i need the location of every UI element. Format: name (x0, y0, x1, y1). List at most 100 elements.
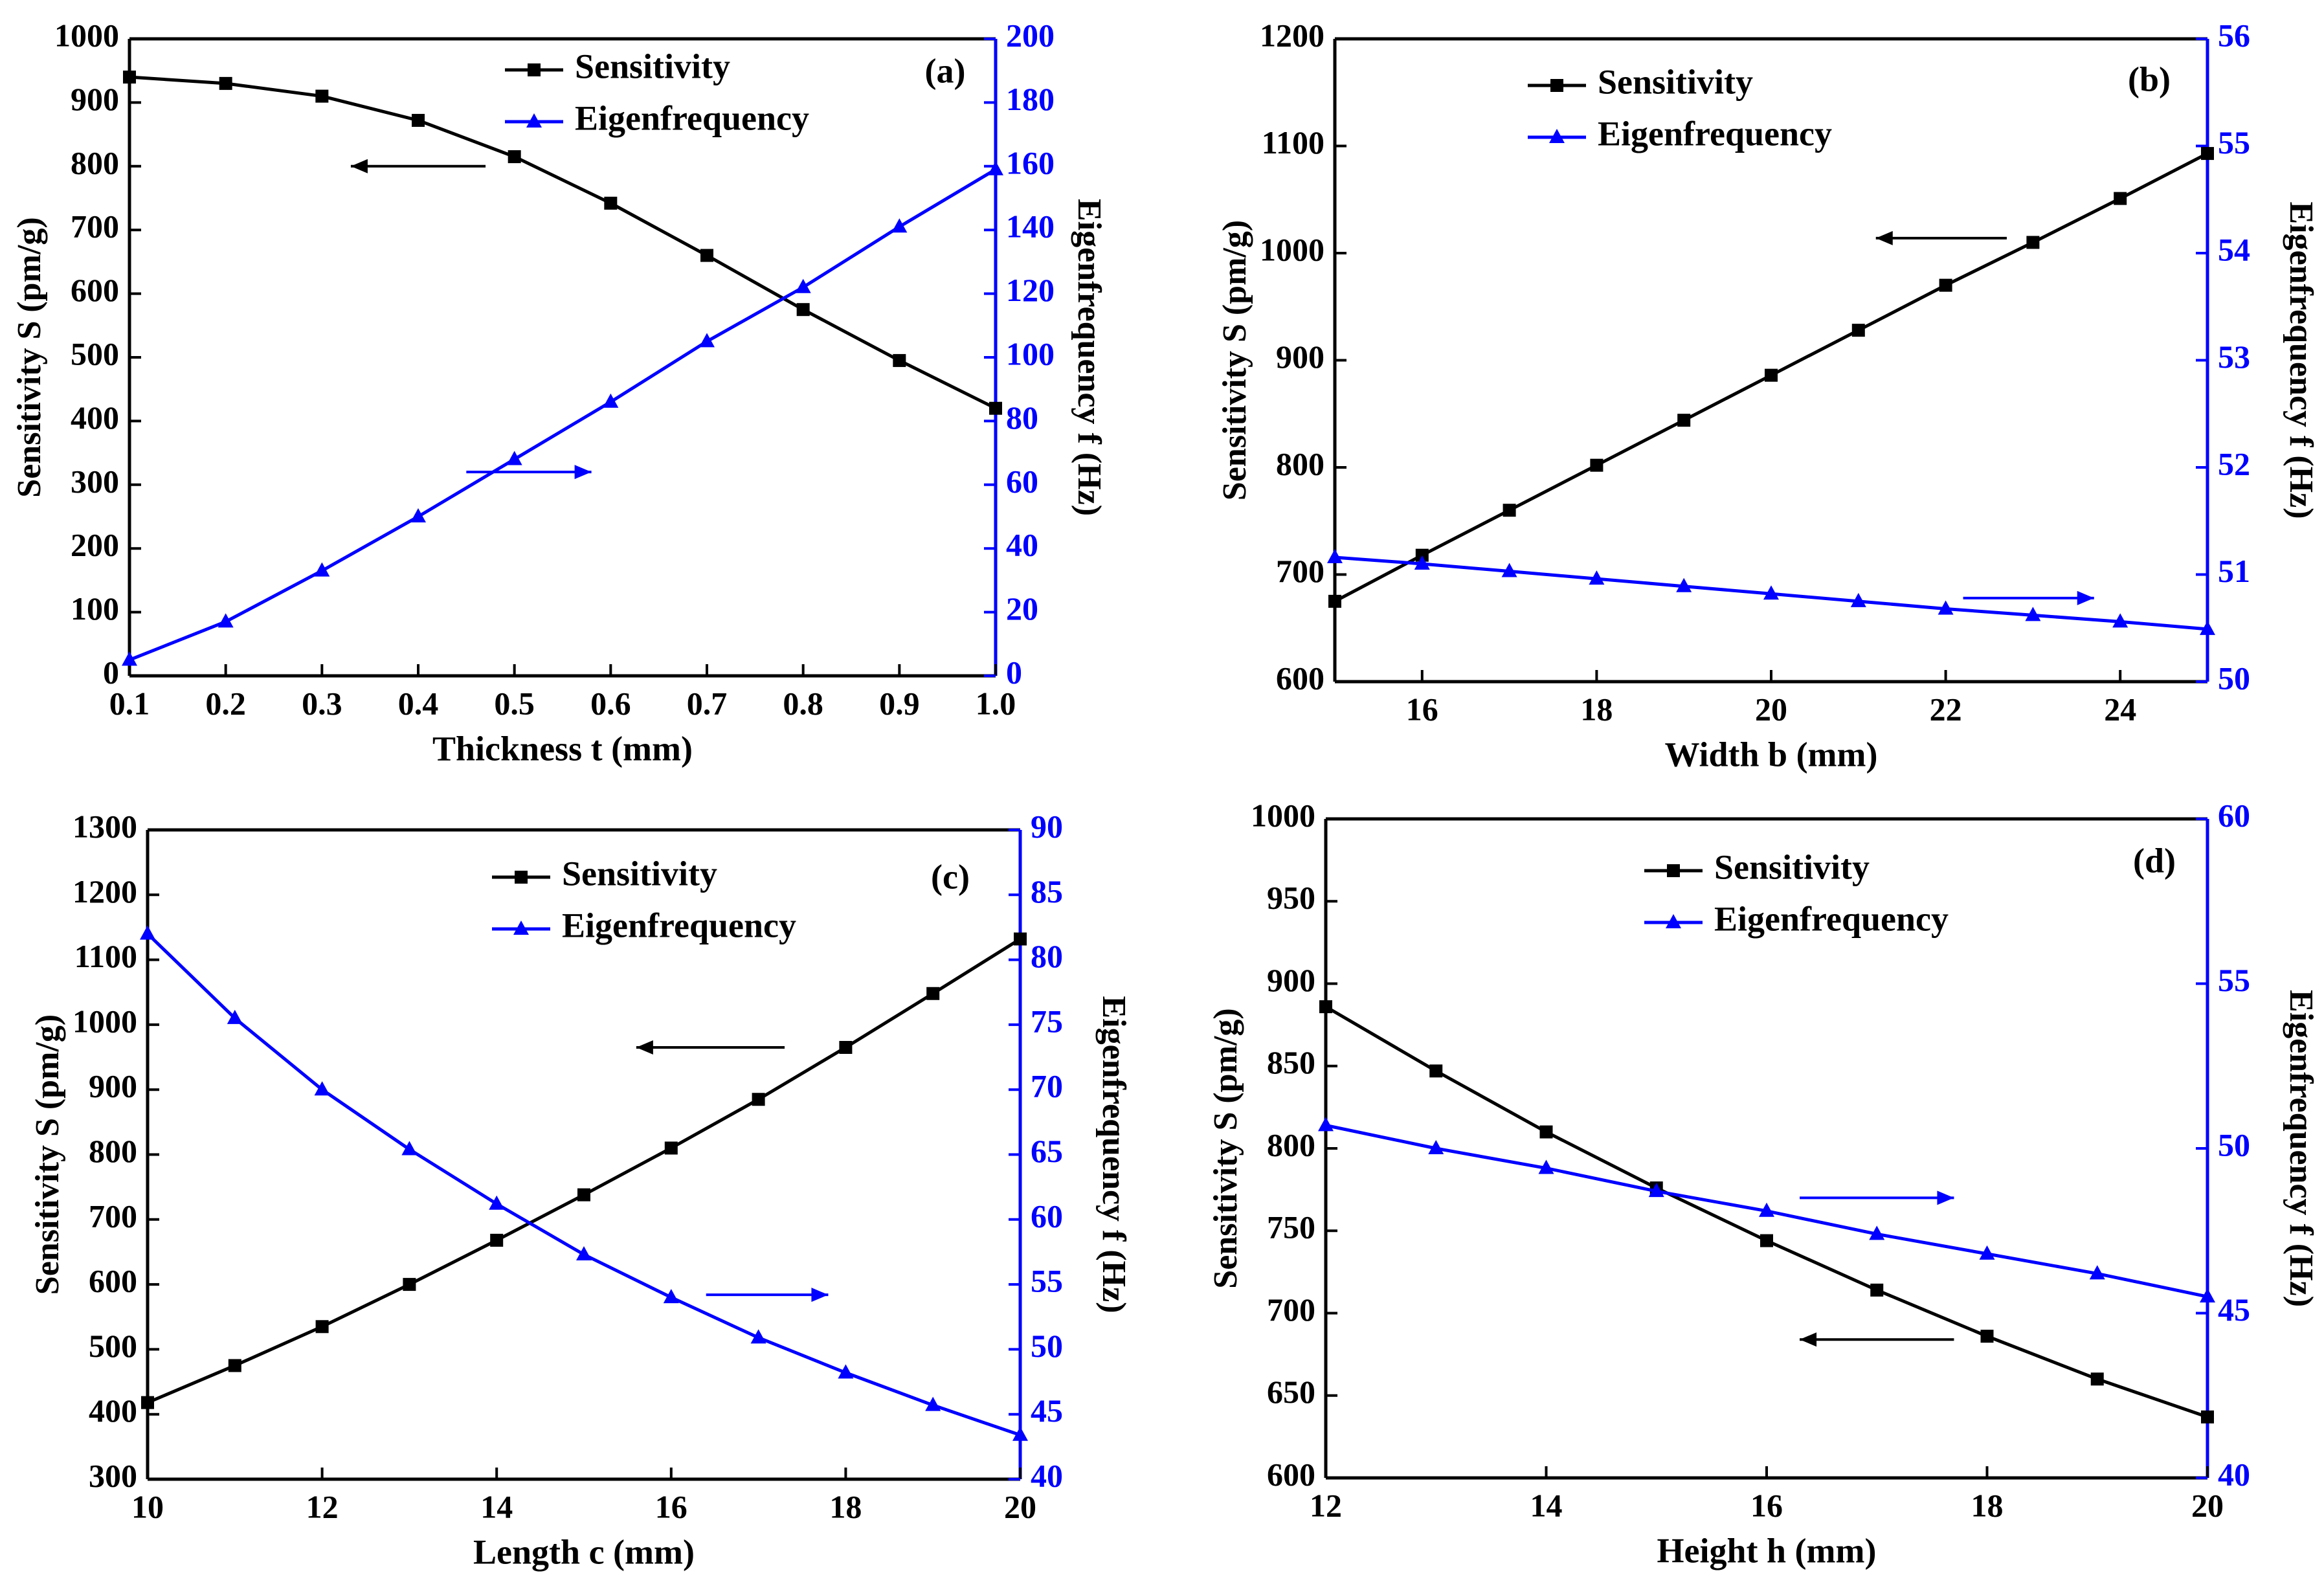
y-left-tick-label: 800 (89, 1133, 137, 1169)
x-tick-label: 1.0 (976, 685, 1016, 721)
y-left-tick-label: 1100 (1262, 124, 1324, 161)
y-left-tick-label: 850 (1267, 1044, 1315, 1080)
data-point-eigenfrequency (1759, 1202, 1774, 1217)
x-tick-label: 20 (1004, 1488, 1036, 1525)
legend-marker (1550, 79, 1563, 92)
y-left-tick-label: 400 (71, 399, 119, 436)
x-tick-label: 20 (1755, 691, 1787, 727)
data-point-sensitivity (141, 1396, 154, 1409)
y-right-tick-label: 45 (1031, 1392, 1063, 1429)
data-point-eigenfrequency (1648, 1183, 1664, 1198)
data-point-eigenfrequency (1428, 1140, 1444, 1154)
legend-label-eigenfrequency: Eigenfrequency (562, 906, 796, 944)
y-left-tick-label: 1000 (1251, 797, 1315, 833)
data-point-sensitivity (2201, 1410, 2214, 1424)
legend-label-eigenfrequency: Eigenfrequency (1714, 899, 1949, 938)
data-point-eigenfrequency (1012, 1426, 1028, 1441)
y-left-tick-label: 600 (1276, 660, 1324, 696)
data-point-eigenfrequency (410, 508, 426, 522)
y-right-tick-label: 160 (1006, 144, 1055, 181)
data-point-eigenfrequency (2200, 1288, 2215, 1303)
data-point-sensitivity (123, 71, 136, 84)
y-right-axis-title: Eigenfrequency f (Hz) (1071, 199, 1108, 516)
data-point-sensitivity (1760, 1234, 1773, 1247)
data-point-eigenfrequency (122, 651, 137, 666)
panel-label: (a) (925, 51, 966, 90)
data-point-sensitivity (1328, 594, 1341, 608)
annotation-arrow-head (1800, 1332, 1817, 1347)
y-left-tick-label: 600 (1267, 1456, 1315, 1492)
data-point-eigenfrequency (1589, 570, 1605, 585)
panel-label: (b) (2128, 60, 2171, 98)
data-point-sensitivity (403, 1278, 416, 1291)
y-left-tick-label: 700 (89, 1198, 137, 1234)
x-tick-label: 14 (480, 1488, 513, 1525)
y-right-tick-label: 100 (1006, 335, 1055, 372)
data-point-sensitivity (989, 401, 1002, 415)
y-left-tick-label: 750 (1267, 1209, 1315, 1245)
y-right-tick-label: 54 (2218, 231, 2250, 267)
data-point-eigenfrequency (1676, 577, 1692, 592)
y-right-tick-label: 55 (1031, 1263, 1063, 1299)
y-right-tick-label: 50 (2218, 660, 2250, 696)
data-point-sensitivity (1319, 1000, 1332, 1014)
data-point-eigenfrequency (988, 161, 1003, 175)
y-left-tick-label: 1200 (1260, 17, 1324, 53)
series-line-sensitivity (129, 75, 997, 410)
y-right-axis-title: Eigenfrequency f (Hz) (1095, 996, 1132, 1313)
x-tick-label: 16 (1750, 1487, 1783, 1523)
legend-marker (528, 63, 541, 76)
annotation-arrow-head (636, 1040, 653, 1055)
data-point-sensitivity (700, 249, 713, 262)
series-line-eigenfrequency (129, 168, 997, 662)
x-axis-title: Thickness t (mm) (432, 729, 693, 768)
legend-label-eigenfrequency: Eigenfrequency (1598, 114, 1832, 153)
data-point-eigenfrequency (699, 333, 715, 348)
data-point-sensitivity (490, 1233, 504, 1247)
y-right-axis-title: Eigenfrequency f (Hz) (2283, 990, 2319, 1307)
y-right-tick-label: 52 (2218, 445, 2250, 482)
y-right-tick-label: 60 (1006, 463, 1038, 499)
data-point-sensitivity (1765, 368, 1778, 382)
data-point-sensitivity (926, 987, 940, 1000)
x-axis-title: Height h (mm) (1657, 1531, 1877, 1570)
data-point-eigenfrequency (2112, 613, 2128, 628)
data-point-sensitivity (1503, 504, 1516, 517)
data-point-sensitivity (2090, 1372, 2104, 1386)
data-point-sensitivity (796, 303, 810, 317)
data-point-sensitivity (315, 89, 329, 103)
y-left-tick-label: 700 (71, 208, 119, 245)
y-left-tick-label: 1000 (1260, 231, 1324, 267)
data-point-eigenfrequency (1318, 1117, 1334, 1132)
y-right-tick-label: 65 (1031, 1133, 1063, 1169)
y-left-tick-label: 950 (1267, 880, 1315, 916)
y-left-tick-label: 0 (103, 654, 119, 690)
annotation-arrow-head (1937, 1190, 1954, 1205)
x-tick-label: 24 (2104, 691, 2136, 727)
y-right-tick-label: 40 (2218, 1456, 2250, 1492)
x-tick-label: 0.6 (590, 685, 631, 721)
data-point-eigenfrequency (603, 393, 619, 408)
y-right-tick-label: 51 (2218, 553, 2250, 589)
data-point-sensitivity (839, 1041, 853, 1055)
legend-marker (513, 921, 529, 935)
legend-marker (526, 113, 542, 128)
y-right-tick-label: 50 (1031, 1328, 1063, 1364)
data-point-sensitivity (508, 150, 521, 164)
data-point-eigenfrequency (2200, 620, 2215, 635)
x-tick-label: 10 (131, 1488, 164, 1525)
x-tick-label: 12 (1310, 1487, 1342, 1523)
y-left-tick-label: 1000 (73, 1003, 137, 1039)
y-right-tick-label: 70 (1031, 1068, 1063, 1104)
data-point-eigenfrequency (489, 1195, 505, 1210)
legend-marker (1667, 864, 1680, 877)
annotation-arrow-head (350, 159, 368, 173)
data-point-sensitivity (228, 1359, 241, 1372)
data-point-eigenfrequency (314, 1081, 330, 1096)
y-left-axis-title: Sensitivity S (pm/g) (11, 217, 48, 497)
y-left-axis-title: Sensitivity S (pm/g) (1216, 220, 1253, 500)
legend-marker (515, 871, 528, 884)
x-tick-label: 16 (1406, 691, 1438, 727)
data-point-eigenfrequency (1414, 555, 1430, 570)
data-point-sensitivity (1590, 458, 1603, 472)
